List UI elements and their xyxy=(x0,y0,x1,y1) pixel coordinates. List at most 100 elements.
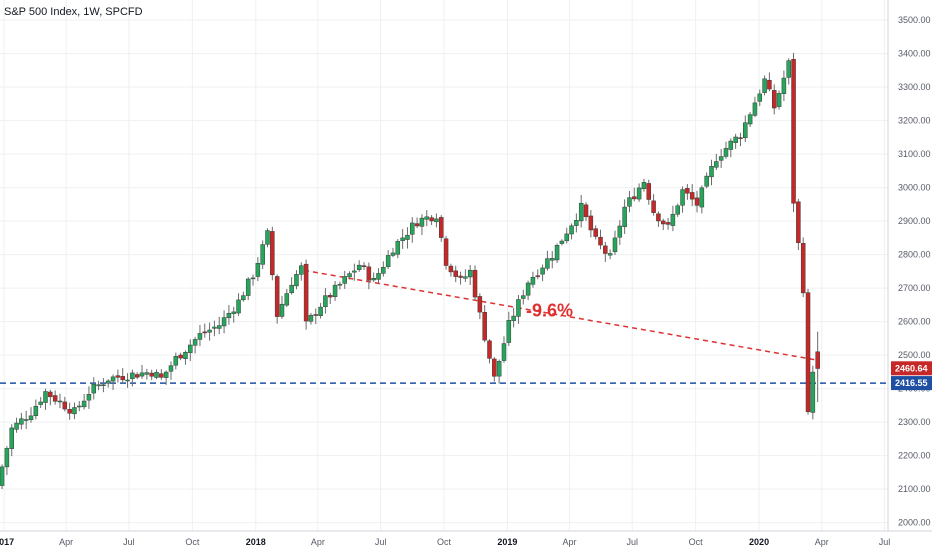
candle-up xyxy=(390,247,396,258)
candle-body xyxy=(607,253,613,256)
candle-body xyxy=(805,292,811,413)
candle-body xyxy=(410,222,415,235)
y-tick-label: 3000.00 xyxy=(898,183,931,193)
candle-body xyxy=(14,422,19,430)
candle-down xyxy=(52,390,58,405)
candle-up xyxy=(680,186,685,213)
candle-body xyxy=(453,270,458,277)
candle-body xyxy=(651,200,656,213)
candle-down xyxy=(805,288,811,415)
candle-body xyxy=(188,344,193,353)
candle-down xyxy=(414,217,420,229)
candle-up xyxy=(188,339,193,362)
candle-body xyxy=(506,320,512,343)
candle-up xyxy=(424,210,430,227)
candle-body xyxy=(4,448,10,468)
candle-down xyxy=(313,308,319,325)
candle-body xyxy=(245,278,251,296)
candle-up xyxy=(410,217,415,243)
candle-body xyxy=(77,405,82,408)
candle-body xyxy=(612,237,618,253)
candle-body xyxy=(96,384,101,387)
candle-down xyxy=(656,211,661,227)
candle-up xyxy=(400,229,405,249)
candle-up xyxy=(627,190,632,213)
candle-body xyxy=(434,218,439,223)
candle-up xyxy=(168,361,174,380)
candle-body xyxy=(767,79,772,90)
candle-down xyxy=(593,225,598,240)
candle-up xyxy=(371,272,376,283)
candle-body xyxy=(414,223,420,227)
y-tick-label: 2000.00 xyxy=(898,518,931,528)
candle-body xyxy=(467,269,473,278)
candle-body xyxy=(332,284,338,297)
candle-body xyxy=(270,231,275,276)
candle-down xyxy=(477,293,483,320)
candle-body xyxy=(86,394,92,401)
candle-body xyxy=(318,306,323,316)
candle-down xyxy=(438,215,444,242)
candle-up xyxy=(405,227,410,249)
candle-body xyxy=(23,419,29,421)
candle-up xyxy=(704,172,709,189)
candle-body xyxy=(303,263,309,322)
candle-up xyxy=(699,185,705,214)
candle-body xyxy=(192,339,198,346)
candle-body xyxy=(115,375,121,378)
candle-up xyxy=(540,264,545,282)
candle-body xyxy=(313,314,319,316)
candle-body xyxy=(376,273,381,280)
candle-up xyxy=(718,148,724,168)
candle-down xyxy=(134,372,140,380)
candle-body xyxy=(105,380,111,384)
candle-up xyxy=(332,281,338,301)
candle-body xyxy=(424,216,430,220)
candle-body xyxy=(356,264,362,270)
trend-line xyxy=(303,269,816,361)
candle-body xyxy=(438,217,444,238)
candle-body xyxy=(796,201,801,244)
x-tick-label: 2019 xyxy=(497,537,517,547)
x-tick-label: Apr xyxy=(311,537,325,547)
candle-body xyxy=(516,299,521,317)
price-tag-bg xyxy=(891,376,932,391)
candle-body xyxy=(569,225,574,235)
candle-down xyxy=(689,184,695,207)
candle-up xyxy=(356,260,362,273)
candle-up xyxy=(559,239,565,246)
candle-up xyxy=(289,277,294,295)
candle-body xyxy=(458,275,463,278)
candle-up xyxy=(28,407,34,423)
candle-body xyxy=(33,405,39,416)
candle-up xyxy=(299,262,304,281)
candle-up xyxy=(337,281,343,290)
candle-up xyxy=(342,270,347,289)
candle-body xyxy=(665,222,671,225)
candle-down xyxy=(453,265,458,283)
candle-body xyxy=(501,343,507,361)
candle-up xyxy=(23,410,29,430)
candle-body xyxy=(525,282,531,296)
candle-body xyxy=(221,317,227,327)
candle-body xyxy=(617,225,623,238)
candle-body xyxy=(728,140,734,150)
candle-body xyxy=(776,93,782,107)
candle-up xyxy=(110,374,116,391)
candle-body xyxy=(786,60,791,78)
candle-up xyxy=(96,380,101,391)
candle-up xyxy=(578,195,584,228)
candle-up xyxy=(511,307,516,328)
candle-up xyxy=(308,312,314,325)
candle-down xyxy=(791,52,796,213)
candle-up xyxy=(530,271,536,288)
candle-up xyxy=(323,288,328,314)
candle-up xyxy=(810,365,816,420)
candle-up xyxy=(57,393,63,409)
y-tick-label: 2900.00 xyxy=(898,216,931,226)
candle-body xyxy=(371,278,376,281)
candle-body xyxy=(366,266,372,281)
candle-up xyxy=(91,377,97,400)
candle-body xyxy=(67,409,72,414)
